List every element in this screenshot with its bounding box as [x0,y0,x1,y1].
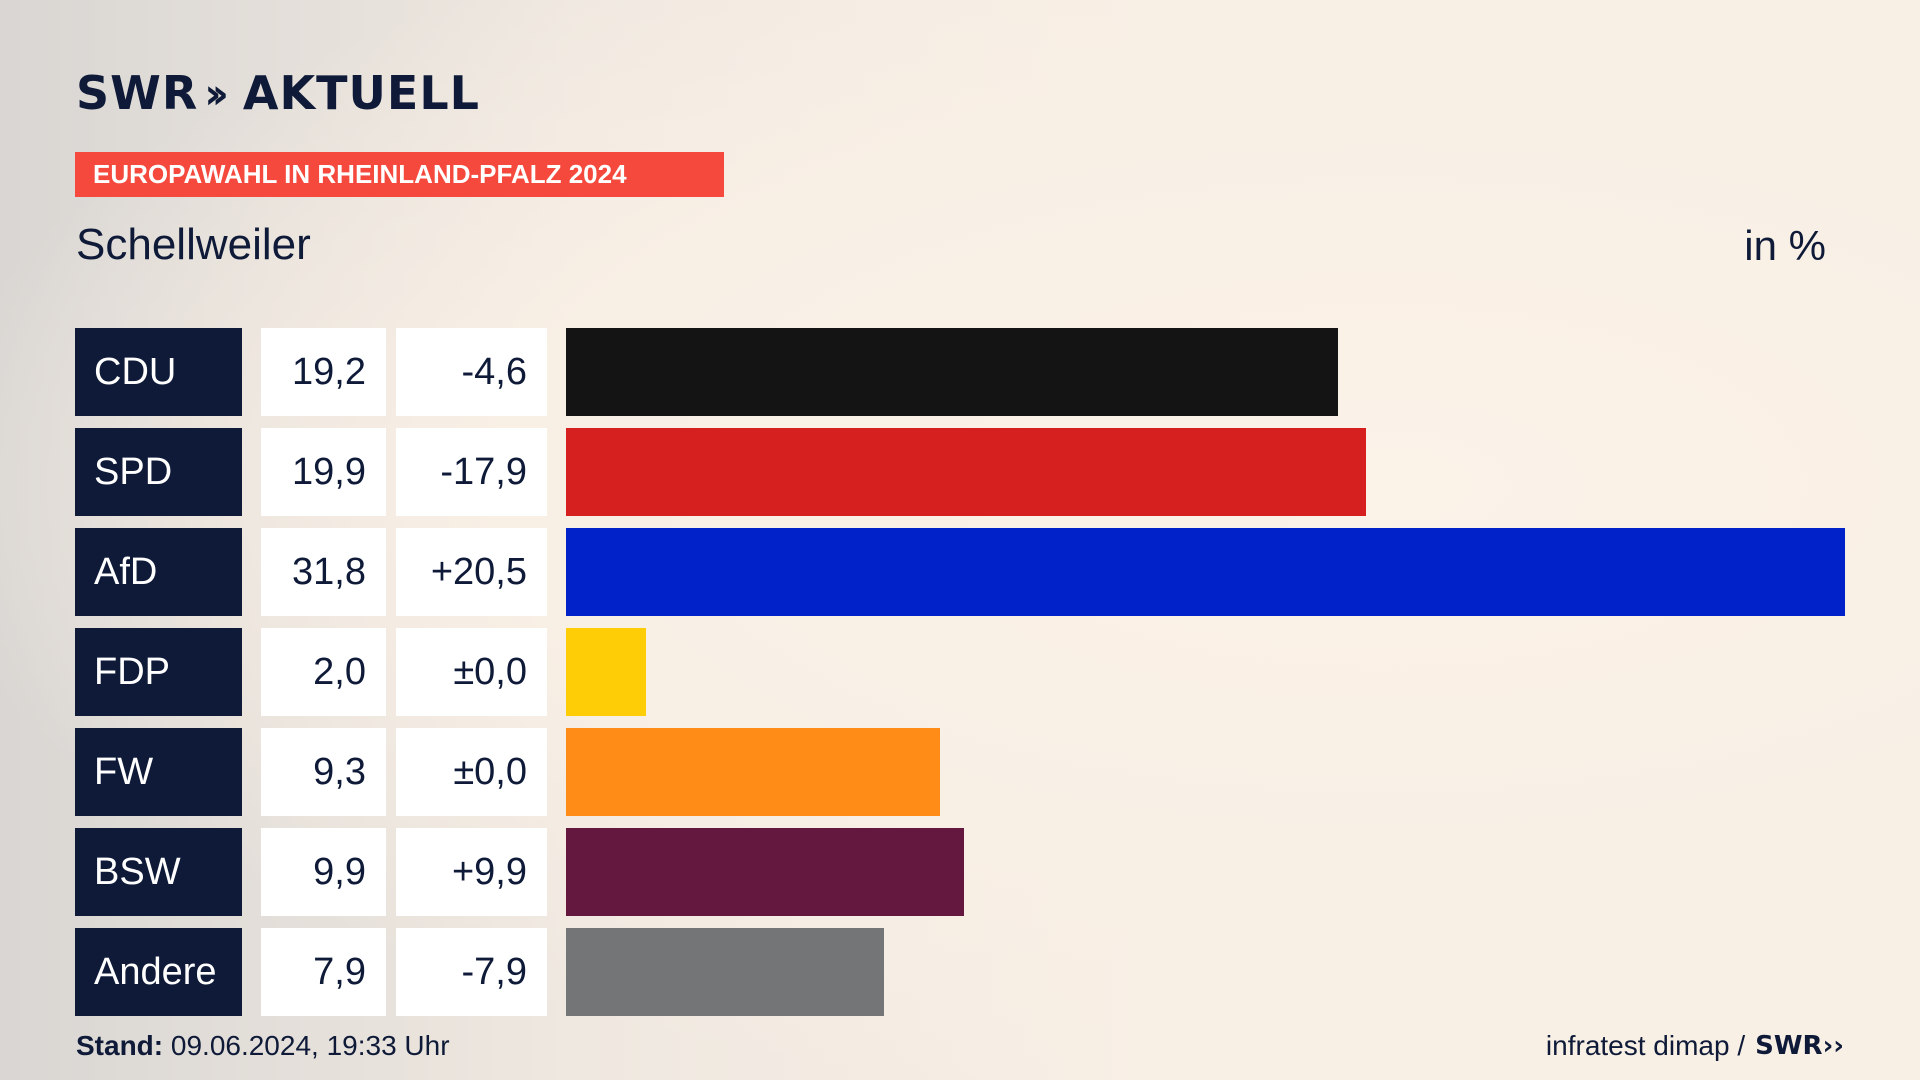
vote-share: 19,2 [261,328,386,416]
location-title: Schellweiler [76,220,311,269]
bar-cdu [566,328,1338,416]
vote-share: 9,3 [261,728,386,816]
vote-change: -4,6 [396,328,547,416]
vote-change: +9,9 [396,828,547,916]
result-row-cdu: CDU 19,2 -4,6 [75,328,1845,416]
party-label: FDP [75,628,242,716]
result-row-fdp: FDP 2,0 ±0,0 [75,628,1845,716]
swr-aktuell-logo: SWR ›› AKTUELL [76,66,480,120]
vote-change: -7,9 [396,928,547,1016]
party-label: SPD [75,428,242,516]
bar-fw [566,728,940,816]
source-swr-logo: SWR›› [1755,1031,1844,1061]
party-label: Andere [75,928,242,1016]
vote-change: +20,5 [396,528,547,616]
stand-value: 09.06.2024, 19:33 Uhr [170,1030,450,1061]
vote-change: -17,9 [396,428,547,516]
result-row-bsw: BSW 9,9 +9,9 [75,828,1845,916]
bar-andere [566,928,884,1016]
result-row-spd: SPD 19,9 -17,9 [75,428,1845,516]
result-row-fw: FW 9,3 ±0,0 [75,728,1845,816]
stand-label: Stand: [76,1030,164,1061]
vote-share: 2,0 [261,628,386,716]
stand-footer: Stand: 09.06.2024, 19:33 Uhr [76,1030,450,1062]
election-banner: EUROPAWAHL IN RHEINLAND-PFALZ 2024 [75,152,724,197]
vote-change: ±0,0 [396,628,547,716]
vote-share: 31,8 [261,528,386,616]
source-text: infratest dimap / [1545,1030,1746,1061]
unit-label: in % [1744,222,1826,269]
vote-change: ±0,0 [396,728,547,816]
party-label: FW [75,728,242,816]
bar-afd [566,528,1845,616]
bar-bsw [566,828,964,916]
result-row-andere: Andere 7,9 -7,9 [75,928,1845,1016]
result-row-afd: AfD 31,8 +20,5 [75,528,1845,616]
logo-aktuell: AKTUELL [242,66,480,120]
bar-spd [566,428,1366,516]
party-label: BSW [75,828,242,916]
vote-share: 7,9 [261,928,386,1016]
party-label: AfD [75,528,242,616]
vote-share: 9,9 [261,828,386,916]
party-label: CDU [75,328,242,416]
logo-swr: SWR [76,66,199,120]
source-footer: infratest dimap / SWR›› [1546,1030,1844,1062]
logo-chevron-icon: ›› [204,68,228,118]
vote-share: 19,9 [261,428,386,516]
bar-fdp [566,628,646,716]
